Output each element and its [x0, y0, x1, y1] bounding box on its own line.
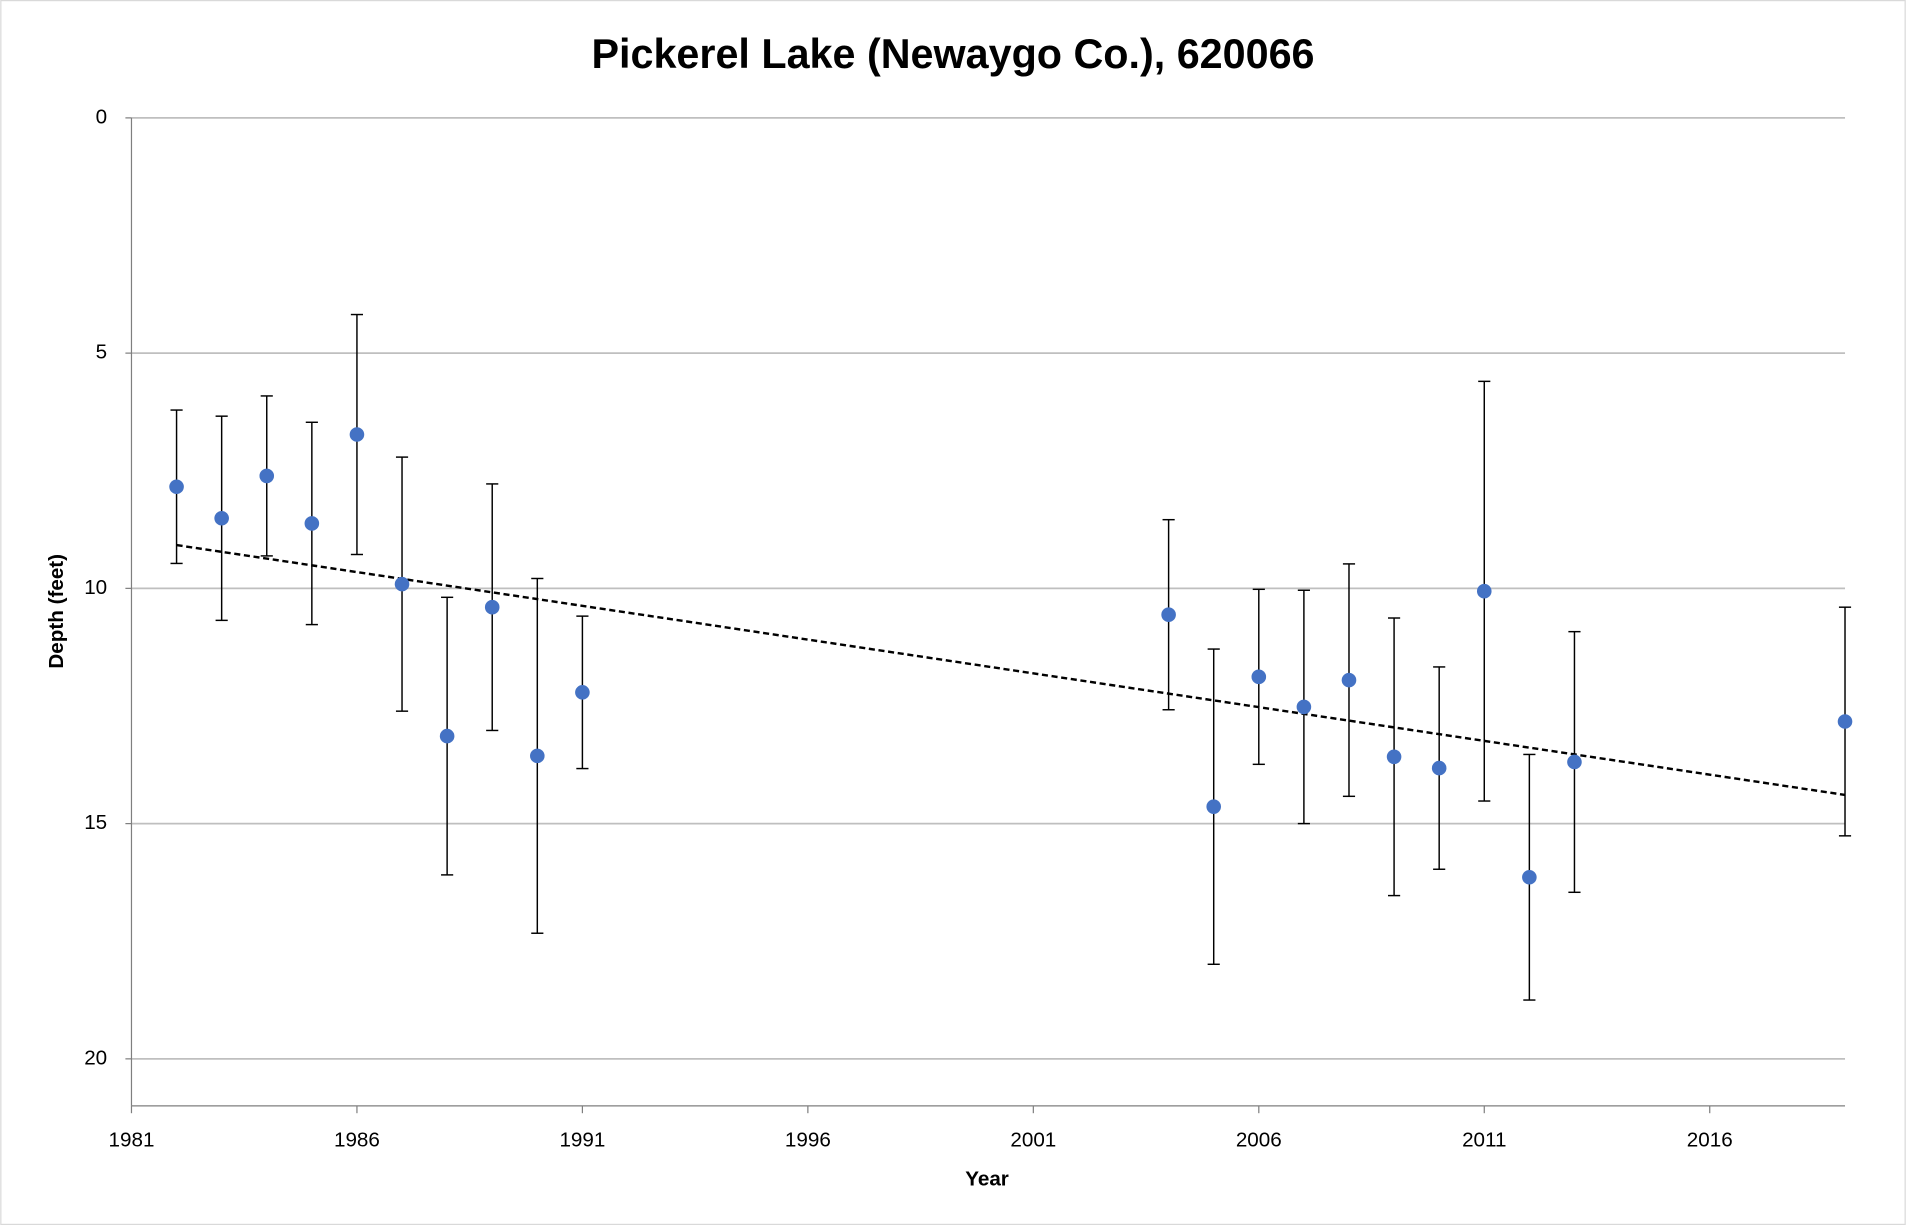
y-tick-label: 5: [96, 341, 107, 364]
data-point: [214, 510, 229, 526]
data-point: [349, 427, 365, 442]
x-tick-label: 2001: [1010, 1129, 1056, 1152]
data-point: [1476, 583, 1492, 599]
data-point: [575, 685, 590, 700]
x-tick-label: 2011: [1462, 1129, 1506, 1152]
trendline: [176, 543, 1846, 797]
data-point: [1296, 699, 1312, 715]
data-point: [1522, 869, 1537, 885]
data-point: [1206, 799, 1222, 814]
y-tick-label: 10: [84, 576, 107, 599]
x-tick-label: 1991: [559, 1129, 605, 1152]
y-axis-label: Depth (feet): [45, 554, 68, 669]
data-point: [1386, 749, 1402, 765]
data-point: [259, 468, 275, 484]
data-point: [439, 728, 455, 744]
x-axis-label: Year: [965, 1167, 1009, 1190]
data-point: [1567, 754, 1582, 770]
x-tick-label: 2016: [1687, 1129, 1733, 1152]
data-point: [1251, 669, 1267, 685]
y-tick-label: 15: [84, 811, 107, 834]
data-point: [484, 599, 500, 615]
x-tick-label: 2006: [1236, 1129, 1282, 1152]
y-tick-label: 20: [84, 1046, 107, 1069]
x-tick-label: 1996: [785, 1129, 831, 1152]
data-point: [1161, 607, 1176, 623]
data-point: [169, 479, 184, 495]
data-point: [1341, 672, 1357, 688]
data-point: [1837, 714, 1853, 729]
y-tick-label: 0: [96, 105, 107, 128]
data-point: [394, 576, 410, 592]
x-tick-label: 1981: [109, 1129, 155, 1152]
data-point: [1431, 760, 1447, 776]
data-point: [530, 748, 545, 764]
chart-title: Pickerel Lake (Newaygo Co.), 620066: [591, 31, 1314, 77]
x-tick-label: 1986: [334, 1129, 380, 1152]
data-point: [304, 516, 320, 531]
